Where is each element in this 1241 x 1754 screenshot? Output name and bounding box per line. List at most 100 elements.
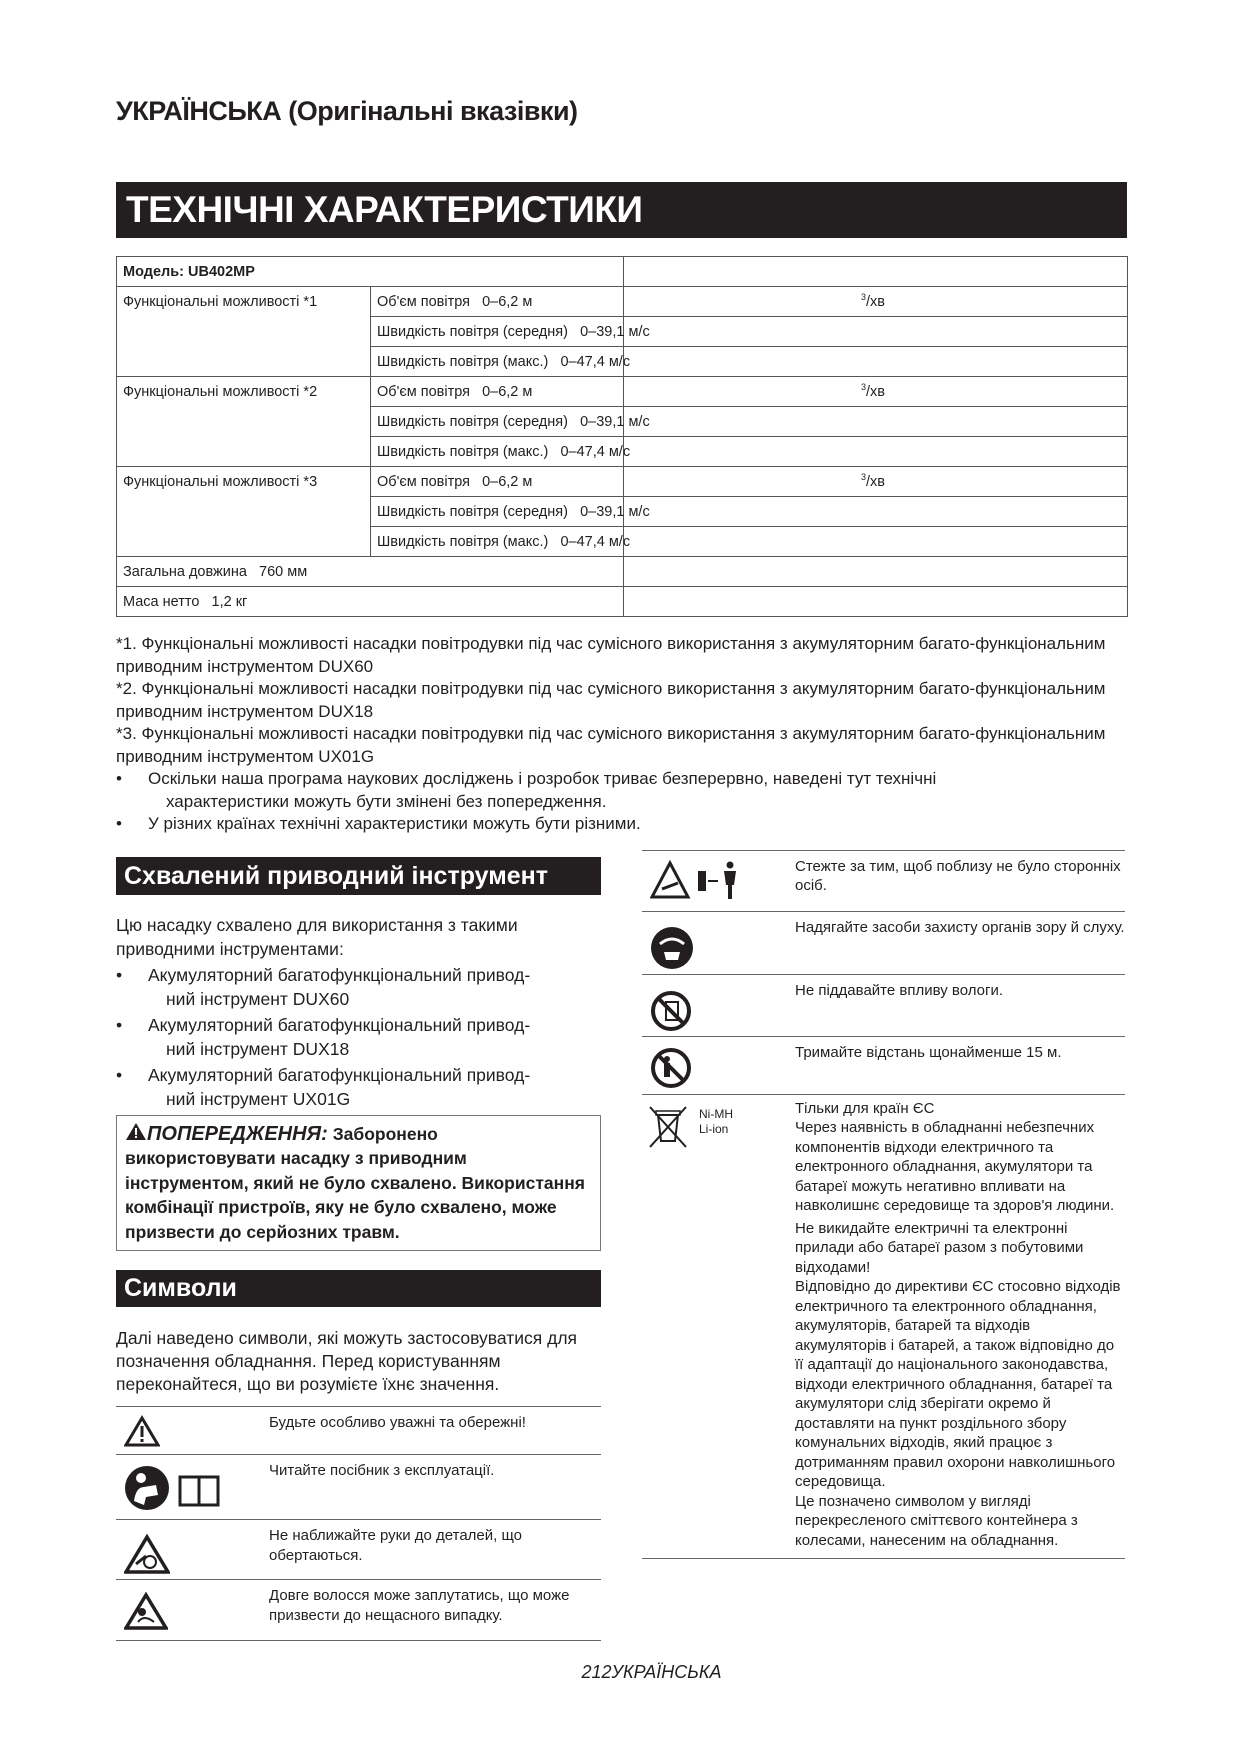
symbol-text: Довге волосся може заплутатись, що може … bbox=[269, 1587, 570, 1624]
spec-value: 0–6,2 м bbox=[482, 293, 533, 310]
spec-value: 1,2 кг bbox=[211, 593, 248, 610]
spec-value: 0–39,1 м/с bbox=[580, 413, 650, 430]
spec-name: Швидкість повітря (макс.) bbox=[377, 443, 549, 460]
footnote: *1. Функціональні можливості насадки пов… bbox=[116, 634, 1106, 676]
no-moisture-icon bbox=[651, 990, 691, 1031]
symbol-row: Надягайте засоби захисту органів зору й … bbox=[642, 910, 1125, 974]
symbol-text: Читайте посібник з експлуатації. bbox=[269, 1462, 495, 1479]
footnotes: *1. Функціональні можливості насадки пов… bbox=[116, 633, 1126, 836]
specifications-table: Модель: UB402MP Функціональні можливості… bbox=[115, 256, 1129, 617]
battery-labels: Ni-MH Li-ion bbox=[699, 1107, 733, 1137]
spec-name: Швидкість повітря (середня) bbox=[377, 323, 568, 340]
symbol-row: Тримайте відстань щонайменше 15 м. bbox=[642, 1035, 1125, 1094]
symbol-text: Стежте за тим, щоб поблизу не було сторо… bbox=[795, 857, 1121, 895]
eye-ear-protection-icon bbox=[651, 926, 693, 969]
note-text: характеристики можуть бути змінені без п… bbox=[166, 791, 607, 811]
group-label: Функціональні можливості *1 bbox=[116, 286, 371, 377]
spec-name: Швидкість повітря (макс.) bbox=[377, 533, 549, 550]
unit: /хв bbox=[866, 293, 886, 310]
spec-value: 0–47,4 м/с bbox=[560, 443, 631, 460]
warning-label: ПОПЕРЕДЖЕННЯ: bbox=[147, 1122, 328, 1145]
battery-label: Ni-MH bbox=[699, 1106, 733, 1121]
symbols-left-list: Будьте особливо уважні та обережні! Чита… bbox=[116, 1406, 601, 1641]
crossed-bin-icon bbox=[649, 1105, 687, 1148]
spec-value: 0–39,1 м/с bbox=[580, 503, 650, 520]
unit-sup: 3 bbox=[861, 291, 867, 302]
list-item: Акумуляторний багатофункціональний приво… bbox=[116, 1013, 601, 1061]
symbol-text: Надягайте засоби захисту органів зору й … bbox=[795, 918, 1125, 936]
symbol-row: Не піддавайте впливу вологи. bbox=[642, 973, 1125, 1036]
symbol-row: Довге волосся може заплутатись, що може … bbox=[116, 1579, 601, 1640]
approved-tools: Цю насадку схвалено для використання з т… bbox=[116, 913, 601, 1111]
warning-text: Заборонено використовувати насадку з при… bbox=[125, 1123, 585, 1242]
spec-value: 0–6,2 м bbox=[482, 383, 533, 400]
list-item: Акумуляторний багатофункціональний приво… bbox=[116, 963, 601, 1011]
divider bbox=[642, 1558, 1125, 1559]
left-column: Схвалений приводний інструмент Цю насадк… bbox=[116, 850, 601, 1641]
item-text: Акумуляторний багатофункціональний приво… bbox=[148, 1064, 531, 1085]
symbol-row: Будьте особливо уважні та обережні! bbox=[116, 1406, 601, 1454]
section-title-symbols: Символи bbox=[116, 1270, 601, 1307]
spec-name: Об'єм повітря bbox=[377, 473, 470, 490]
symbol-row: Читайте посібник з експлуатації. bbox=[116, 1454, 601, 1519]
language-title: УКРАЇНСЬКА (Оригінальні вказівки) bbox=[116, 96, 578, 126]
symbol-row: Стежте за тим, щоб поблизу не було сторо… bbox=[642, 849, 1125, 911]
warning-triangle-icon bbox=[124, 1415, 160, 1447]
eu-text: Тільки для країн ЄС Через наявність в об… bbox=[795, 1095, 1125, 1559]
spec-value: 0–6,2 м bbox=[482, 473, 533, 490]
note-text: У різних країнах технічні характеристики… bbox=[148, 814, 641, 833]
note-text: Оскільки наша програма наукових дослідже… bbox=[148, 769, 937, 788]
rotating-parts-icon bbox=[124, 1534, 170, 1574]
warning-triangle-icon bbox=[126, 1122, 146, 1140]
symbol-row-eu: Ni-MH Li-ion Тільки для країн ЄС Через на… bbox=[642, 1093, 1125, 1559]
symbol-text: Не наближайте руки до деталей, що оберта… bbox=[269, 1527, 522, 1564]
keep-distance-icon bbox=[651, 1047, 691, 1088]
spec-name: Об'єм повітря bbox=[377, 383, 470, 400]
section-title-specifications: ТЕХНІЧНІ ХАРАКТЕРИСТИКИ bbox=[116, 182, 1127, 238]
footnote: *3. Функціональні можливості насадки пов… bbox=[116, 724, 1106, 766]
warning-box: ПОПЕРЕДЖЕННЯ: Заборонено використовувати… bbox=[116, 1114, 601, 1251]
spec-name: Швидкість повітря (середня) bbox=[377, 413, 568, 430]
symbol-text: Не піддавайте впливу вологи. bbox=[795, 981, 1004, 999]
spec-name: Швидкість повітря (макс.) bbox=[377, 353, 549, 370]
section-title-approved-tool: Схвалений приводний інструмент bbox=[116, 856, 601, 895]
battery-label: Li-ion bbox=[699, 1121, 729, 1136]
right-column: Стежте за тим, щоб поблизу не було сторо… bbox=[642, 849, 1125, 1642]
unit: /хв bbox=[866, 473, 886, 490]
symbols-intro: Далі наведено символи, які можуть застос… bbox=[116, 1328, 578, 1394]
footer-language: УКРАЇНСЬКА bbox=[611, 1662, 722, 1682]
read-manual-icon bbox=[125, 1466, 220, 1510]
item-text: Акумуляторний багатофункціональний приво… bbox=[148, 964, 531, 985]
symbol-text: Будьте особливо уважні та обережні! bbox=[269, 1414, 526, 1431]
item-text: ний інструмент DUX60 bbox=[166, 988, 350, 1009]
approved-intro: Цю насадку схвалено для використання з т… bbox=[116, 914, 518, 959]
list-item: Акумуляторний багатофункціональний приво… bbox=[116, 1063, 601, 1111]
spec-name: Швидкість повітря (середня) bbox=[377, 503, 568, 520]
eu-heading: Тільки для країн ЄС bbox=[795, 1099, 935, 1117]
symbol-text: Тримайте відстань щонайменше 15 м. bbox=[795, 1043, 1062, 1061]
two-columns: Схвалений приводний інструмент Цю насадк… bbox=[116, 849, 1125, 1642]
unit: /хв bbox=[866, 383, 886, 400]
bystander-icon bbox=[650, 859, 736, 899]
page-number: 212 bbox=[581, 1662, 612, 1682]
unit-sup: 3 bbox=[861, 471, 867, 482]
spec-name: Загальна довжина bbox=[123, 563, 247, 580]
long-hair-icon bbox=[124, 1592, 168, 1630]
eu-paragraph: Через наявність в обладнанні небезпечних… bbox=[795, 1119, 1115, 1214]
eu-paragraph: Це позначено символом у вигляді перекрес… bbox=[795, 1492, 1078, 1549]
eu-paragraph: Відповідно до директиви ЄС стосовно відх… bbox=[795, 1278, 1121, 1490]
spec-value: 0–47,4 м/с bbox=[560, 533, 631, 550]
spec-name: Маса нетто bbox=[123, 593, 200, 610]
spec-name: Об'єм повітря bbox=[377, 293, 470, 310]
group-label: Функціональні можливості *2 bbox=[116, 376, 371, 467]
item-text: ний інструмент DUX18 bbox=[166, 1038, 350, 1059]
note: Оскільки наша програма наукових дослідже… bbox=[116, 768, 1126, 813]
item-text: Акумуляторний багатофункціональний приво… bbox=[148, 1014, 531, 1035]
page: УКРАЇНСЬКА (Оригінальні вказівки) ТЕХНІЧ… bbox=[115, 96, 1129, 1683]
divider bbox=[116, 1640, 601, 1641]
note: У різних країнах технічні характеристики… bbox=[116, 813, 1126, 836]
eu-paragraph: Не викидайте електричні та електронні пр… bbox=[795, 1219, 1084, 1276]
item-text: ний інструмент UX01G bbox=[166, 1088, 351, 1109]
group-label: Функціональні можливості *3 bbox=[116, 466, 371, 557]
spec-value: 760 мм bbox=[259, 563, 308, 580]
